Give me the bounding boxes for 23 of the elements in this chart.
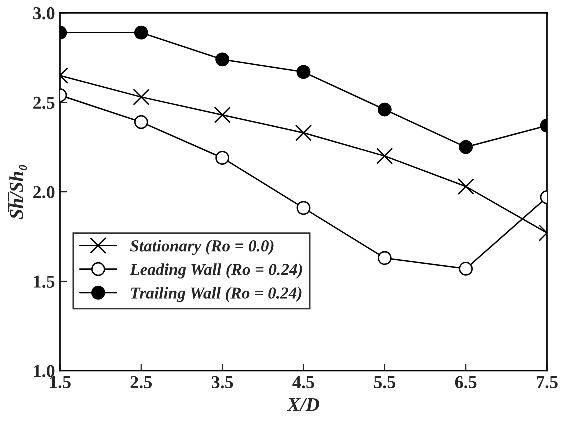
- point: [296, 65, 311, 80]
- legend-label: Trailing Wall (Ro = 0.24): [131, 287, 302, 302]
- y-tick-label: 3.0: [33, 7, 55, 20]
- point: [378, 102, 392, 117]
- x-tick-label: 6.5: [455, 376, 477, 389]
- y-tick-label: 2.0: [34, 186, 55, 199]
- x-tick-label: 4.5: [292, 376, 314, 389]
- x-axis-title: X/D: [287, 398, 320, 412]
- x-tick-label: 2.5: [130, 376, 152, 389]
- point: [295, 124, 312, 142]
- point: [214, 106, 231, 124]
- y-tick-label: 1.5: [34, 276, 55, 288]
- x-tick-label: 3.5: [212, 376, 234, 389]
- legend-label: Stationary (Ro = 0.0): [130, 240, 274, 256]
- x-tick-label: 5.5: [374, 376, 396, 389]
- y-tick-label: 2.5: [34, 96, 55, 110]
- point: [216, 52, 230, 67]
- y-axis-title: S̅h̅/Sh₀: [8, 165, 28, 220]
- y-tick-label: 1.0: [34, 365, 55, 378]
- x-tick-label: 1.5: [50, 376, 71, 389]
- legend-label: Leading Wall (Ro = 0.24): [130, 264, 302, 279]
- point: [376, 148, 394, 165]
- x-tick-label: 7.5: [536, 376, 558, 389]
